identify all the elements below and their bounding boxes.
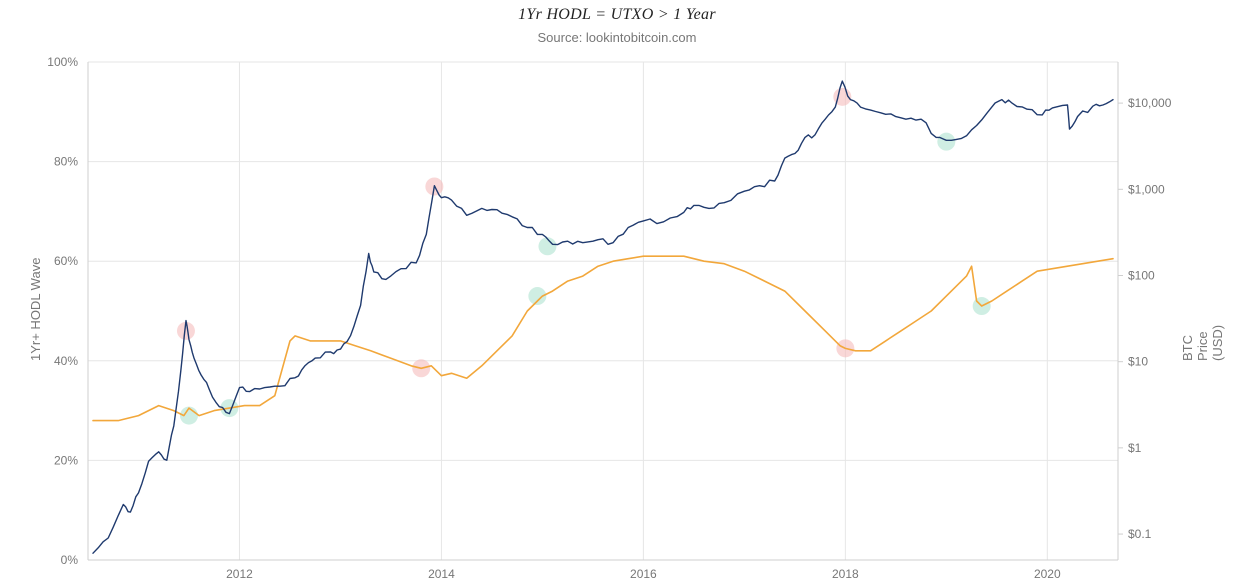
svg-text:80%: 80% [54,155,78,169]
svg-text:2016: 2016 [630,567,657,581]
svg-text:$100: $100 [1128,268,1155,282]
y-right-axis-title: BTC Price (USD) [1180,307,1225,361]
y-left-axis-title: 1Yr+ HODL Wave [28,258,43,361]
svg-text:0%: 0% [61,553,79,567]
svg-text:$1: $1 [1128,441,1142,455]
svg-text:40%: 40% [54,354,78,368]
svg-text:2018: 2018 [832,567,859,581]
svg-text:20%: 20% [54,453,78,467]
svg-text:2012: 2012 [226,567,253,581]
svg-text:$10: $10 [1128,355,1148,369]
chart-plot: 2012 2014 2016 2018 2020 0% 20% 40% 60% 80% 100% $0… [0,0,1234,588]
svg-text:$0.1: $0.1 [1128,527,1152,541]
svg-text:2020: 2020 [1034,567,1061,581]
chart-container: 1Yr HODL = UTXO > 1 Year Source: lookint… [0,0,1234,588]
svg-text:$1,000: $1,000 [1128,182,1165,196]
svg-text:$10,000: $10,000 [1128,96,1172,110]
svg-text:2014: 2014 [428,567,455,581]
svg-text:100%: 100% [47,55,78,69]
svg-text:60%: 60% [54,254,78,268]
